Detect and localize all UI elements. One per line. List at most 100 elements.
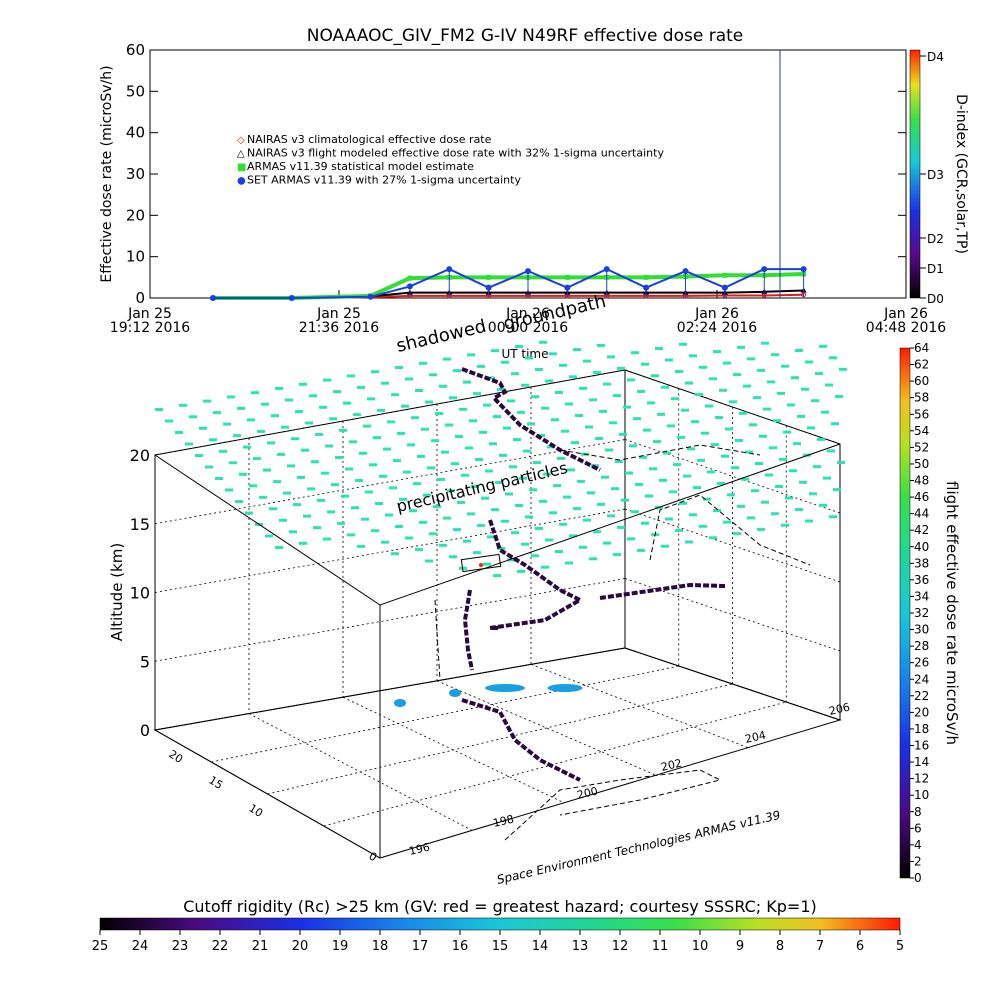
particle-dash — [303, 514, 311, 518]
particle-dash — [573, 348, 581, 352]
particle-dash — [617, 366, 625, 370]
particle-dash — [405, 536, 413, 540]
particle-dash — [427, 466, 435, 470]
particle-dash — [165, 419, 173, 423]
particle-dash — [349, 440, 357, 444]
d-index-tick-label: D1 — [927, 262, 944, 276]
particle-dash — [583, 518, 591, 522]
particle-dash — [453, 369, 461, 373]
particle-dash — [493, 415, 501, 419]
particle-dash — [387, 420, 395, 424]
particle-dash — [271, 414, 279, 418]
particle-dash — [373, 436, 381, 440]
particle-dash — [519, 476, 527, 480]
rigidity-tick-label: 22 — [212, 939, 229, 954]
rigidity-tick-label: 6 — [856, 939, 864, 954]
x-tick-label-time: 02:24 2016 — [677, 320, 758, 336]
particle-dash — [205, 465, 213, 469]
particle-dash — [539, 499, 547, 503]
particle-dash — [683, 474, 691, 478]
particle-dash — [195, 454, 203, 457]
colorbar-tick-label: 34 — [914, 589, 929, 603]
particle-dash — [607, 514, 615, 518]
particle-dash — [391, 393, 399, 397]
particle-dash — [587, 491, 595, 495]
particle-dash — [537, 433, 545, 437]
particle-dash — [777, 391, 785, 395]
particle-dash — [203, 399, 211, 403]
particle-dash — [713, 350, 721, 354]
particle-dash — [413, 482, 421, 486]
particle-dash — [557, 456, 565, 460]
particle-dash — [831, 422, 839, 426]
particle-dash — [403, 470, 411, 474]
annotation-shadowed: shadowed — [394, 316, 488, 357]
colorbar-tick-label: 4 — [914, 838, 922, 852]
floor-grid-line — [211, 665, 679, 763]
particle-dash — [821, 410, 829, 414]
particle-dash — [751, 489, 759, 493]
top-chart-title: NOAAAOC_GIV_FM2 G-IV N49RF effective dos… — [307, 26, 744, 46]
particle-dash — [383, 447, 391, 451]
particle-dash — [783, 430, 791, 434]
particle-dash — [357, 385, 365, 389]
particle-dash — [705, 404, 713, 408]
particle-dash — [513, 438, 521, 442]
particle-dash — [499, 453, 507, 457]
particle-dash — [365, 490, 373, 494]
armas-model-point — [643, 274, 649, 280]
series-line-3 — [213, 267, 804, 299]
set-armas-point — [485, 284, 492, 291]
rigidity-tick-label: 13 — [572, 939, 589, 954]
particle-dash — [767, 380, 775, 384]
particle-dash — [521, 542, 529, 546]
particle-dash — [423, 493, 431, 497]
particle-dash — [381, 540, 389, 544]
particle-dash — [659, 478, 667, 482]
left-edge-frame — [154, 454, 381, 859]
particle-dash — [199, 426, 207, 430]
particle-dash — [299, 541, 307, 545]
ground-path-segment — [649, 494, 811, 566]
particle-dash — [753, 396, 761, 400]
particle-dash — [711, 443, 719, 447]
particle-dash — [691, 420, 699, 424]
d-index-tick-label: D4 — [927, 50, 944, 64]
particle-dash — [759, 434, 767, 438]
particle-dash — [789, 469, 797, 473]
particle-dash — [631, 510, 639, 514]
particle-dash — [185, 442, 193, 446]
colorbar-tick-label: 38 — [914, 556, 929, 570]
particle-dash — [279, 518, 287, 522]
particle-dash — [597, 502, 605, 506]
set-armas-point — [564, 284, 571, 291]
particle-dash — [675, 370, 683, 373]
particle-dash — [457, 500, 465, 504]
particle-dash — [805, 360, 813, 364]
particle-dash — [835, 395, 843, 398]
y-tick-label: 10 — [126, 248, 145, 266]
particle-dash — [317, 498, 325, 502]
particle-dash — [737, 345, 745, 349]
particle-dash — [671, 397, 679, 401]
particle-dash — [555, 550, 563, 553]
particle-dash — [351, 506, 359, 510]
altitude-tick-label: 15 — [130, 515, 150, 534]
particle-dash — [529, 488, 537, 492]
set-armas-point — [800, 266, 807, 273]
particle-dash — [497, 546, 505, 550]
particle-dash — [593, 530, 601, 534]
particle-dash — [525, 356, 533, 360]
particle-dash — [725, 427, 733, 431]
rigidity-title: Cutoff rigidity (Rc) >25 km (GV: red = g… — [183, 897, 817, 916]
set-armas-point — [603, 266, 610, 273]
particle-dash — [699, 365, 707, 369]
back-grid-line — [154, 508, 626, 593]
particle-dash — [661, 544, 669, 548]
particle-dash — [547, 445, 555, 449]
particle-dash — [287, 464, 295, 468]
x-tick-label-time: 00:00 2016 — [488, 320, 569, 336]
particle-dash — [613, 553, 621, 557]
